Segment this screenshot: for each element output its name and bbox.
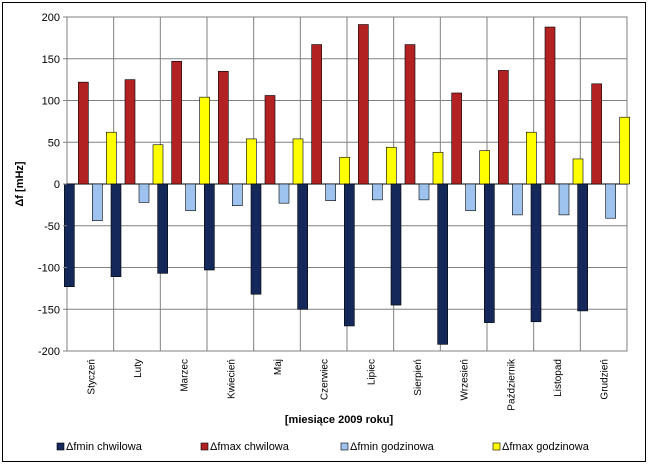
bar: [339, 156, 350, 185]
category-label: Lipiec: [366, 359, 377, 385]
bar: [152, 144, 164, 185]
y-tick-label: 150: [42, 54, 60, 66]
bar: [278, 183, 290, 204]
bar: [390, 183, 402, 306]
bar: [577, 183, 588, 312]
category-label: Marzec: [180, 359, 191, 392]
bar: [106, 131, 117, 185]
legend: Δfmin chwilowa Δfmax chwilowa Δfmin godzin…: [56, 441, 590, 453]
bar: [605, 183, 616, 219]
y-tick-label: -150: [38, 304, 60, 316]
bar: [218, 70, 229, 185]
bar: [246, 138, 257, 185]
category-label: Czerwiec: [320, 359, 331, 400]
bar: [311, 44, 322, 185]
bar: [110, 183, 122, 277]
bar: [344, 183, 355, 327]
category-label: Styczeń: [86, 359, 97, 395]
y-tick-label: 0: [54, 179, 60, 191]
y-tick-label: -200: [38, 346, 60, 358]
bar: [358, 24, 369, 185]
legend-label: Δfmax godzinowa: [502, 441, 590, 453]
bar: [512, 183, 523, 216]
bar-chart: 200 150 100 50 0 -50 -100 -150 -200 Styczeń Luty M…: [14, 12, 630, 453]
y-tick-label: 200: [42, 12, 60, 24]
x-axis-categories: Styczeń Luty Marzec Kwiecień Maj Czerwiec Lipi…: [86, 358, 610, 411]
legend-label: Δfmin chwilowa: [66, 441, 143, 453]
bar: [404, 44, 416, 185]
x-axis-title: [miesiące 2009 roku]: [285, 414, 394, 426]
y-tick-label: 100: [42, 96, 60, 108]
bar: [185, 183, 196, 212]
bar: [465, 183, 476, 212]
legend-item: Δfmax godzinowa: [492, 441, 590, 453]
category-label: Grudzień: [600, 359, 611, 400]
bar: [64, 183, 75, 288]
bar: [78, 81, 89, 185]
bar: [451, 92, 462, 185]
legend-swatch: [340, 442, 349, 451]
chart-frame: 200 150 100 50 0 -50 -100 -150 -200 Styczeń Luty M…: [2, 2, 646, 462]
bar: [171, 60, 182, 185]
bar: [479, 150, 490, 185]
bar: [437, 183, 448, 345]
bar: [325, 183, 336, 202]
category-label: Kwiecień: [226, 359, 237, 399]
y-axis-ticks: 200 150 100 50 0 -50 -100 -150 -200: [38, 12, 67, 358]
bar: [138, 183, 150, 203]
bar: [157, 183, 168, 274]
y-tick-label: 50: [48, 137, 60, 149]
category-label: Luty: [133, 359, 144, 378]
bar: [372, 183, 383, 201]
legend-item: Δfmax chwilowa: [200, 441, 290, 453]
y-tick-label: -100: [38, 263, 60, 275]
legend-item: Δfmin chwilowa: [56, 441, 143, 453]
bar: [484, 183, 495, 323]
bar: [572, 158, 584, 185]
bar: [432, 151, 444, 185]
category-label: Maj: [273, 359, 284, 375]
bar: [292, 138, 304, 185]
bar: [544, 26, 556, 185]
y-axis-title: Δf [mHz]: [14, 161, 26, 207]
bars: [64, 24, 630, 345]
bar: [498, 70, 509, 185]
legend-swatch: [56, 442, 65, 451]
bar: [250, 183, 262, 295]
category-label: Sierpień: [413, 359, 424, 396]
bar: [199, 96, 210, 185]
y-tick-label: -50: [44, 221, 60, 233]
bar: [526, 131, 537, 185]
legend-label: Δfmax chwilowa: [210, 441, 290, 453]
bar: [418, 183, 430, 201]
legend-label: Δfmin godzinowa: [350, 441, 435, 453]
bar: [264, 95, 276, 185]
bar: [92, 183, 103, 222]
legend-swatch: [492, 442, 501, 451]
legend-swatch: [200, 442, 209, 451]
bar: [297, 183, 308, 310]
category-label: Wrzesień: [460, 359, 471, 401]
bar: [124, 79, 136, 185]
bar: [619, 116, 630, 185]
bar: [558, 183, 570, 216]
bar: [530, 183, 542, 323]
bar: [204, 183, 215, 271]
category-label: Październik: [506, 358, 517, 411]
legend-item: Δfmin godzinowa: [340, 441, 435, 453]
bar: [232, 183, 243, 207]
bar: [386, 146, 397, 185]
category-label: Listopad: [553, 359, 564, 397]
bar: [591, 83, 602, 185]
